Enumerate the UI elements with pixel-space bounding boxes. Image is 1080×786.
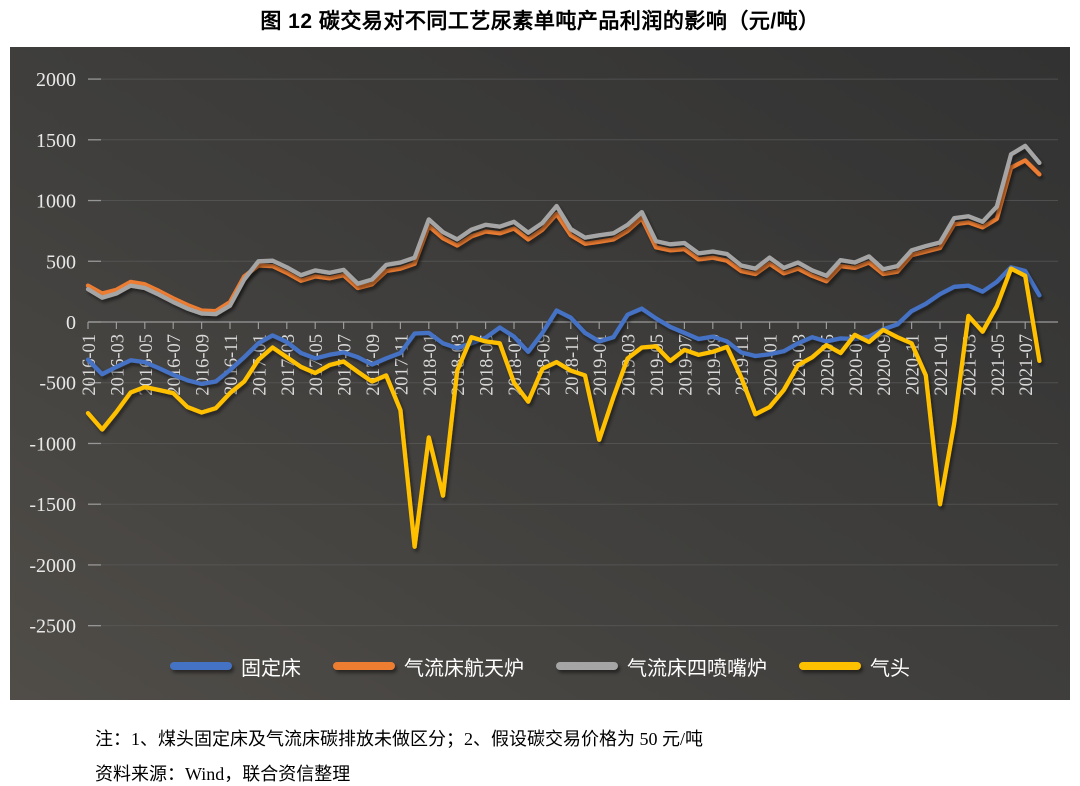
x-tick-label: 2018-05 — [478, 334, 498, 396]
legend-item-气流床航天炉: 气流床航天炉 — [333, 652, 524, 681]
y-tick-label: 2000 — [36, 69, 76, 91]
legend: 固定床 气流床航天炉 气流床四喷嘴炉 气头 — [10, 651, 1070, 681]
legend-label: 固定床 — [241, 657, 301, 680]
y-tick-label: -1000 — [29, 433, 76, 455]
series-line-气流床四喷嘴炉 — [85, 143, 1042, 317]
x-tick-label: 2019-07 — [676, 334, 696, 396]
x-tick-label: 2019-09 — [705, 334, 725, 396]
legend-item-气头: 气头 — [799, 652, 910, 681]
legend-item-气流床四喷嘴炉: 气流床四喷嘴炉 — [556, 652, 767, 681]
x-tick-label: 2018-11 — [563, 334, 583, 395]
x-tick-label: 2016-07 — [165, 334, 185, 396]
chart-title: 图 12 碳交易对不同工艺尿素单吨产品利润的影响（元/吨） — [260, 10, 820, 33]
y-tick-label: 1500 — [36, 130, 76, 152]
x-tick-label: 2017-05 — [307, 334, 327, 396]
x-tick-label: 2020-09 — [875, 334, 895, 396]
axis-labels: 2000 1500 1000 500 0 -500 -1000 -1500 -2000 -2500… — [29, 69, 1037, 638]
legend-item-固定床: 固定床 — [170, 652, 301, 681]
x-tick-label: 2016-09 — [194, 334, 214, 396]
legend-label: 气流床四喷嘴炉 — [627, 657, 767, 680]
x-tick-label: 2020-11 — [904, 334, 924, 395]
series-lines — [85, 143, 1042, 549]
y-tick-label: -2000 — [29, 555, 76, 577]
x-tick-label: 2020-05 — [818, 334, 838, 396]
legend-swatch — [333, 662, 395, 670]
x-tick-label: 2017-11 — [392, 334, 412, 395]
chart-panel: 2000 1500 1000 500 0 -500 -1000 -1500 -2000 -2500… — [10, 47, 1070, 700]
y-tick-label: 500 — [46, 251, 76, 273]
y-tick-label: -2500 — [29, 616, 76, 638]
x-tick-label: 2019-01 — [591, 334, 611, 396]
x-tick-label: 2019-03 — [620, 334, 640, 396]
x-tick-label: 2018-01 — [421, 334, 441, 396]
legend-label: 气流床航天炉 — [404, 657, 524, 680]
y-tick-label: 1000 — [36, 191, 76, 213]
legend-swatch — [556, 662, 618, 670]
x-tick-label: 2020-01 — [762, 334, 782, 396]
note-line-2: 资料来源：Wind，联合资信整理 — [95, 764, 351, 784]
chart-canvas: 2000 1500 1000 500 0 -500 -1000 -1500 -2000 -2500… — [29, 69, 1058, 638]
x-tick-label: 2016-11 — [222, 334, 242, 395]
x-tick-label: 2020-07 — [847, 334, 867, 396]
y-tick-label: -500 — [39, 373, 76, 395]
x-tick-label: 2017-01 — [250, 334, 270, 396]
x-tick-label: 2021-05 — [989, 334, 1009, 396]
x-tick-label: 2019-05 — [648, 334, 668, 396]
legend-swatch — [170, 662, 232, 670]
x-tick-label: 2021-07 — [1017, 334, 1037, 396]
series-line-气流床航天炉 — [85, 158, 1042, 314]
x-tick-label: 2016-01 — [80, 334, 100, 396]
gridlines — [88, 78, 1058, 627]
y-tick-label: 0 — [66, 312, 76, 334]
x-tick-label: 2021-01 — [932, 334, 952, 396]
legend-label: 气头 — [870, 657, 910, 680]
y-tick-label: -1500 — [29, 494, 76, 516]
legend-swatch — [799, 662, 861, 670]
series-line-气头 — [85, 266, 1042, 549]
note-line-1: 注：1、煤头固定床及气流床碳排放未做区分；2、假设碳交易价格为 50 元/吨 — [95, 729, 703, 749]
